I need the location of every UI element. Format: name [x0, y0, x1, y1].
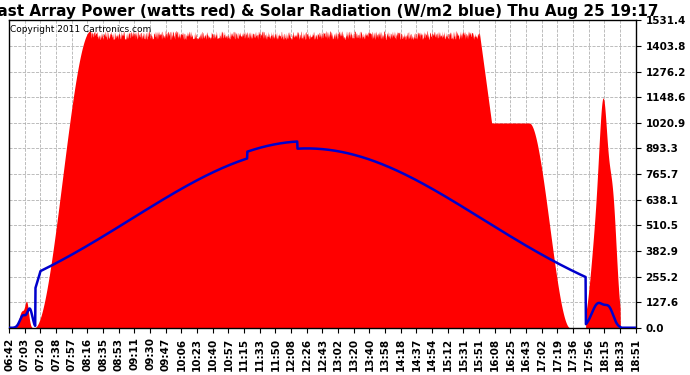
Title: East Array Power (watts red) & Solar Radiation (W/m2 blue) Thu Aug 25 19:17: East Array Power (watts red) & Solar Rad… — [0, 4, 658, 19]
Text: Copyright 2011 Cartronics.com: Copyright 2011 Cartronics.com — [10, 25, 152, 34]
